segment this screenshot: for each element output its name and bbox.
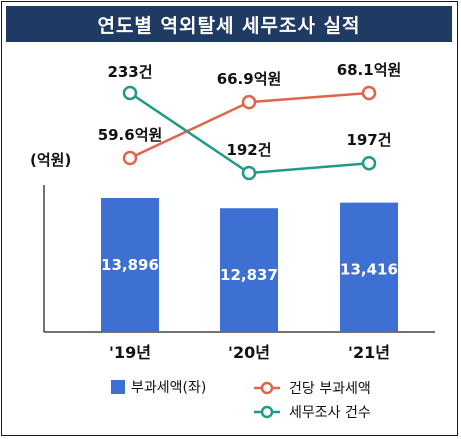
legend-marker-1 [260, 381, 274, 395]
legend-marker-2 [260, 405, 274, 419]
x-tick-label: '19년 [109, 343, 151, 362]
bar-value-label: 13,416 [340, 261, 398, 279]
series-2-data-label: 197건 [346, 131, 391, 149]
legend-label-line-2: 세무조사 건수 [289, 405, 371, 421]
legend-swatch-bar [111, 380, 125, 394]
series-1-data-label: 68.1억원 [337, 61, 402, 79]
series-1-point [241, 94, 257, 110]
series-1-point [122, 150, 138, 166]
series-1-point [361, 85, 377, 101]
y-axis-label: (억원) [30, 151, 71, 169]
legend-label-line-1: 건당 부과세액 [289, 381, 371, 397]
x-tick-label: '20년 [228, 343, 270, 362]
series-2-point [122, 85, 138, 101]
series-2-point [241, 165, 257, 181]
bar-value-label: 13,896 [101, 256, 159, 274]
series-2-data-label: 233건 [107, 63, 152, 81]
legend-label-bar: 부과세액(좌) [131, 380, 206, 396]
series-2-data-label: 192건 [226, 141, 271, 159]
bar-3 [340, 202, 398, 332]
series-2-point [361, 155, 377, 171]
series-1-data-label: 66.9억원 [217, 70, 282, 88]
bar-value-label: 12,837 [220, 266, 278, 284]
bar-2 [220, 208, 278, 332]
chart-title: 연도별 역외탈세 세무조사 실적 [6, 6, 452, 42]
x-tick-label: '21년 [348, 343, 390, 362]
bar-1 [101, 198, 159, 332]
series-1-data-label: 59.6억원 [98, 126, 163, 144]
